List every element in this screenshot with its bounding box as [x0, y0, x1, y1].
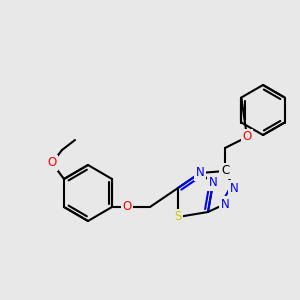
Text: N: N — [230, 182, 238, 194]
Text: N: N — [220, 197, 230, 211]
Text: N: N — [208, 176, 217, 190]
Text: S: S — [174, 211, 182, 224]
Text: C: C — [221, 164, 229, 178]
Text: O: O — [122, 200, 132, 214]
Text: N: N — [196, 167, 204, 179]
Text: O: O — [47, 157, 57, 169]
Text: O: O — [242, 130, 252, 143]
